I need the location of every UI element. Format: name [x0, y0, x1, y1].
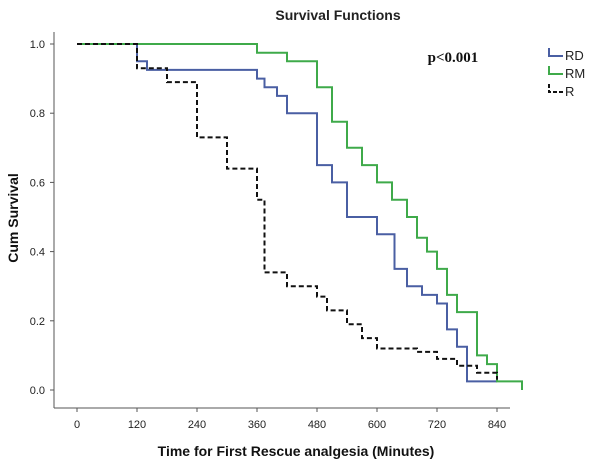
- legend-swatch-rd: [548, 48, 563, 57]
- x-tick-label: 0: [74, 419, 80, 431]
- y-tick-label: 0.6: [30, 177, 45, 189]
- series-line-r: [77, 43, 498, 380]
- legend-label-rd: RD: [565, 48, 584, 63]
- p-value-annotation: p<0.001: [428, 50, 479, 66]
- x-tick-label: 480: [308, 419, 326, 431]
- y-tick-label: 0.4: [30, 247, 45, 259]
- x-tick-label: 600: [368, 419, 386, 431]
- y-axis-label: Cum Survival: [5, 173, 21, 262]
- y-tick-label: 0.2: [30, 316, 45, 328]
- x-tick-label: 240: [188, 419, 206, 431]
- legend-label-rm: RM: [565, 66, 585, 81]
- series-line-rd: [77, 43, 497, 383]
- axes: 0 120 240 360 480 600 720 840 0.0 0.2 0.4 0.6 0.8 1.0: [30, 32, 510, 431]
- x-tick-label: 120: [128, 419, 146, 431]
- legend-label-r: R: [565, 84, 574, 99]
- legend-swatch-r: [548, 84, 563, 93]
- x-axis-label: Time for First Rescue analgesia (Minutes…: [158, 443, 435, 459]
- legend-swatch-rm: [548, 66, 563, 75]
- legend: RD RM R: [548, 48, 585, 99]
- y-tick-label: 0.0: [30, 385, 45, 397]
- y-tick-label: 0.8: [30, 108, 45, 120]
- chart-title: Survival Functions: [275, 7, 400, 23]
- x-tick-label: 720: [428, 419, 446, 431]
- series-line-rm: [77, 43, 523, 390]
- y-tick-label: 1.0: [30, 39, 45, 51]
- plot-area: [77, 43, 523, 390]
- x-tick-label: 840: [488, 419, 506, 431]
- x-tick-label: 360: [248, 419, 266, 431]
